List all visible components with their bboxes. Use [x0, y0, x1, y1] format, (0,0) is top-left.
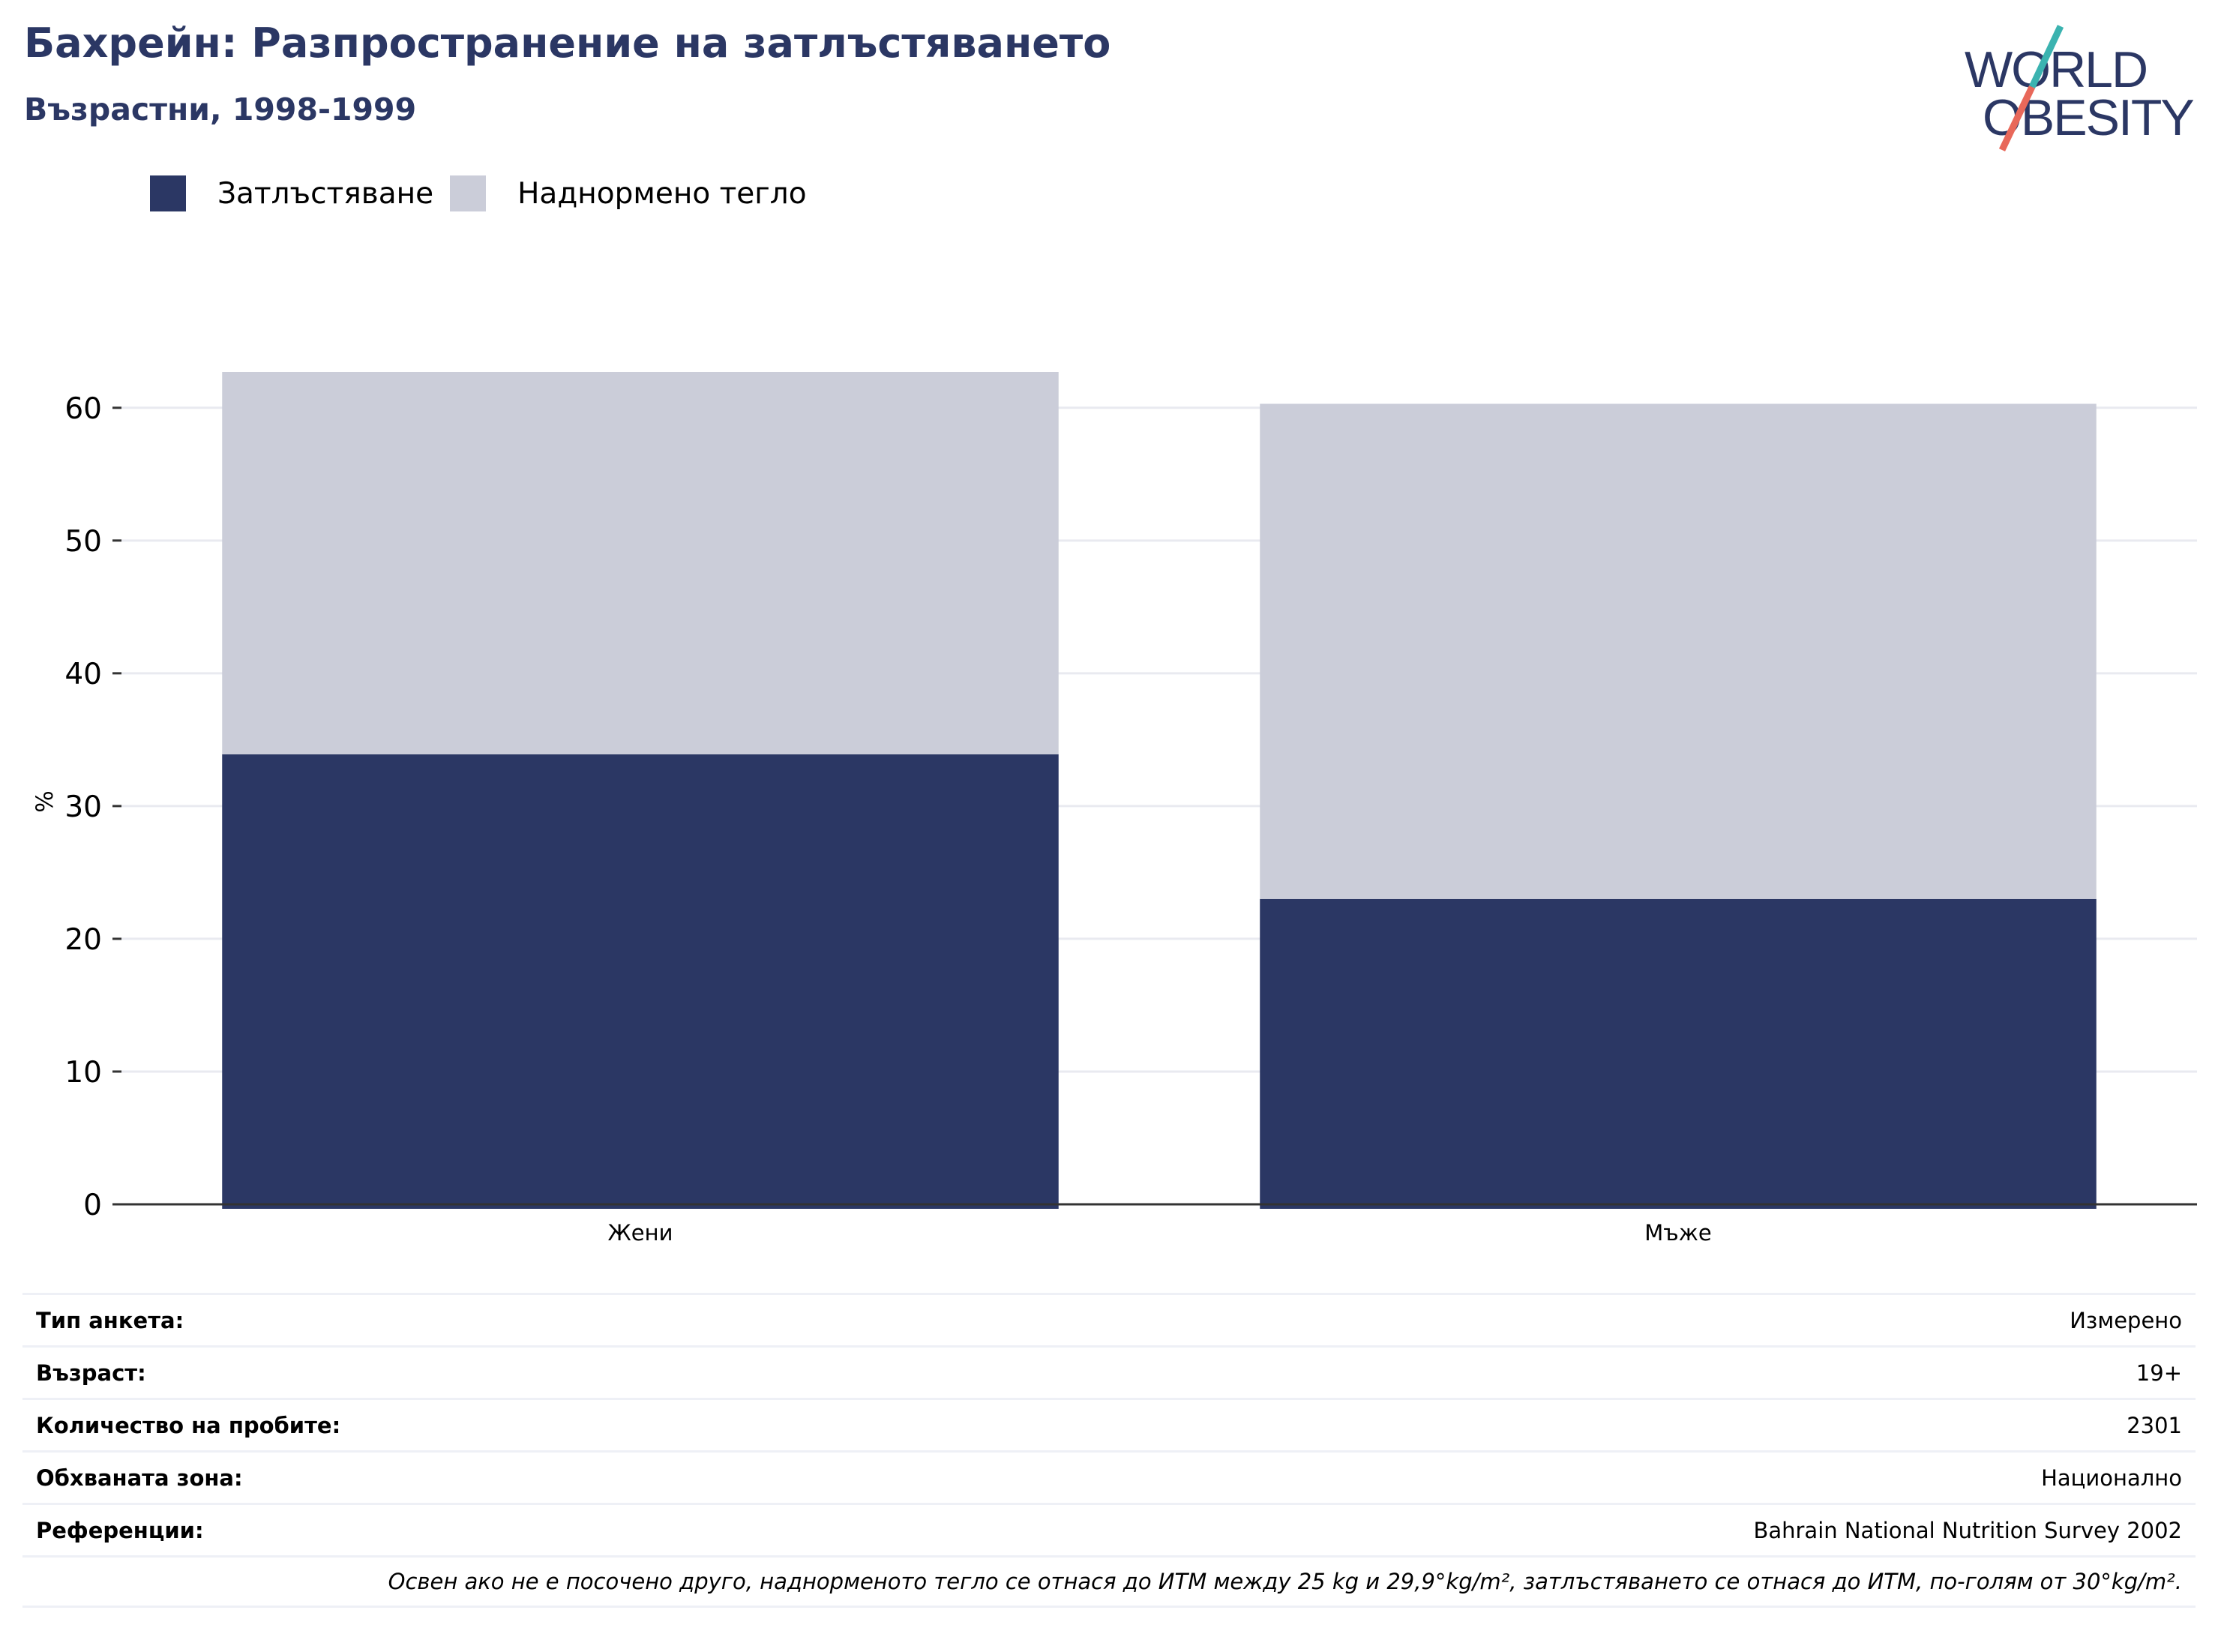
meta-value: Измерено — [2070, 1307, 2182, 1333]
bar-obesity — [1260, 898, 2097, 1209]
meta-key: Количество на пробите: — [36, 1412, 341, 1438]
y-tick-label: 0 — [83, 1189, 102, 1222]
meta-value: Национално — [2041, 1465, 2182, 1491]
y-tick-label: 10 — [64, 1056, 102, 1090]
meta-row-area-covered: Обхваната зона: Национално — [22, 1450, 2196, 1503]
meta-key: Възраст: — [36, 1360, 146, 1386]
survey-metadata-table: Тип анкета: Измерено Възраст: 19+ Количе… — [22, 1293, 2196, 1608]
y-tick-label: 40 — [64, 658, 102, 691]
legend: Затлъстяване Наднормено тегло — [150, 174, 823, 213]
meta-row-age: Възраст: 19+ — [22, 1345, 2196, 1398]
meta-value: 2301 — [2127, 1412, 2182, 1438]
meta-value: Bahrain National Nutrition Survey 2002 — [1753, 1517, 2182, 1543]
legend-swatch-obesity — [150, 175, 186, 211]
svg-text:WORLD: WORLD — [1965, 41, 2147, 98]
meta-key: Тип анкета: — [36, 1307, 184, 1333]
meta-key: Референции: — [36, 1517, 204, 1543]
meta-value: 19+ — [2136, 1360, 2182, 1386]
y-axis-label: % — [31, 790, 58, 812]
legend-item-overweight: Наднормено тегло — [450, 175, 807, 211]
legend-label-obesity: Затлъстяване — [217, 176, 434, 211]
legend-label-overweight: Наднормено тегло — [517, 176, 807, 211]
y-tick-label: 50 — [64, 525, 102, 559]
bar-chart: 0 10 20 30 40 50 60% Жени Мъже — [31, 372, 2197, 1246]
x-tick-label: Жени — [608, 1220, 673, 1246]
bar-obesity — [222, 754, 1059, 1209]
world-obesity-logo: WORLD OBESITY — [1965, 25, 2195, 151]
y-tick-label: 30 — [64, 790, 102, 824]
chart-subtitle: Възрастни, 1998-1999 — [24, 91, 417, 127]
bar-overweight — [1260, 403, 2097, 899]
definition-footnote: Освен ако не е посочено друго, наднормен… — [22, 1555, 2196, 1608]
bar-overweight — [222, 372, 1059, 754]
y-tick-label: 20 — [64, 923, 102, 957]
meta-key: Обхваната зона: — [36, 1465, 243, 1491]
meta-row-survey-type: Тип анкета: Измерено — [22, 1293, 2196, 1345]
meta-row-sample-size: Количество на пробите: 2301 — [22, 1398, 2196, 1450]
meta-row-references: Референции: Bahrain National Nutrition S… — [22, 1503, 2196, 1555]
x-tick-label: Мъже — [1644, 1220, 1711, 1246]
legend-swatch-overweight — [450, 175, 487, 211]
y-tick-label: 60 — [64, 392, 102, 426]
legend-item-obesity: Затлъстяване — [150, 175, 433, 211]
chart-title: Бахрейн: Разпространение на затлъстяване… — [24, 19, 1111, 67]
